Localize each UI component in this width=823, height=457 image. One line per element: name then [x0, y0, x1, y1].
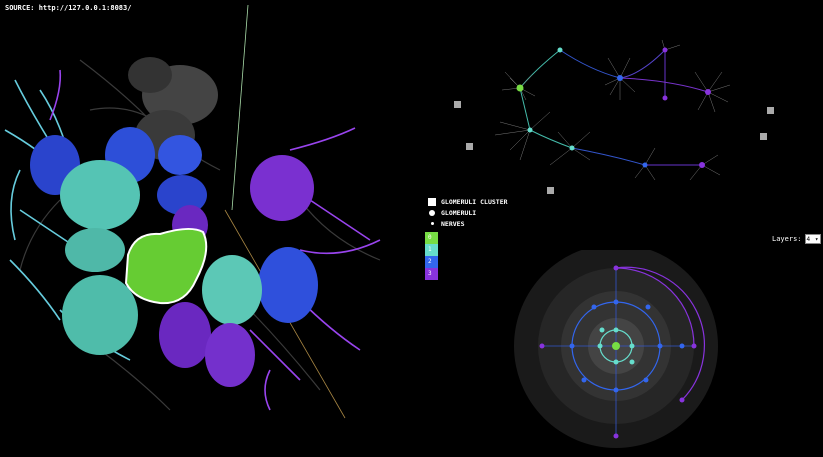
radial-purple-nodes: [539, 265, 697, 439]
layers-control: Layers: 4 ▾: [772, 234, 821, 244]
square-icon: [428, 197, 436, 206]
legend-item-cluster: GLOMERULI CLUSTER: [428, 196, 508, 207]
legend-item-glomeruli: GLOMERULI: [428, 207, 508, 218]
color-scale-1: 1: [425, 244, 438, 256]
cluster-node[interactable]: [760, 133, 767, 140]
axis-y: [231, 4, 249, 211]
layers-label: Layers:: [772, 235, 802, 243]
selected-glomerulus[interactable]: [124, 228, 208, 305]
radial-teal-nodes: [597, 327, 635, 365]
cluster-node[interactable]: [767, 107, 774, 114]
teal-glomeruli: [60, 160, 262, 355]
legend: GLOMERULI CLUSTER GLOMERULI NERVES: [428, 196, 508, 229]
color-scale-3: 3: [425, 268, 438, 280]
layers-select[interactable]: 4 ▾: [804, 234, 821, 244]
legend-item-nerves: NERVES: [428, 218, 508, 229]
cluster-node[interactable]: [454, 101, 461, 108]
network-graph[interactable]: [440, 30, 820, 200]
radial-root-node[interactable]: [612, 342, 620, 350]
radial-layer-view[interactable]: [512, 250, 722, 450]
purple-glomeruli: [159, 155, 314, 387]
graph-node[interactable]: [662, 95, 668, 101]
graph-node[interactable]: [527, 127, 533, 133]
small-dot-icon: [431, 222, 434, 225]
cluster-node[interactable]: [466, 143, 473, 150]
graph-node[interactable]: [699, 162, 705, 168]
graph-edges: [519, 49, 709, 166]
dot-icon: [429, 209, 435, 216]
3d-scene-view[interactable]: [0, 0, 420, 457]
graph-leaf-edges: [494, 39, 731, 181]
purple-nerves: [49, 69, 381, 411]
color-scale-0: 0: [425, 232, 438, 244]
color-scale-2: 2: [425, 256, 438, 268]
source-label: SOURCE: http://127.0.0.1:8083/: [5, 4, 132, 12]
graph-node[interactable]: [557, 47, 563, 53]
cluster-node[interactable]: [547, 187, 554, 194]
graph-node[interactable]: [642, 162, 648, 168]
graph-node[interactable]: [569, 145, 575, 151]
graph-node[interactable]: [705, 89, 711, 95]
graph-node[interactable]: [617, 75, 623, 81]
graph-node[interactable]: [662, 47, 668, 53]
radial-blue-nodes: [569, 299, 685, 393]
color-scale: 0 1 2 3: [425, 232, 438, 280]
chevron-down-icon: ▾: [814, 235, 819, 243]
graph-node-root[interactable]: [516, 84, 524, 92]
